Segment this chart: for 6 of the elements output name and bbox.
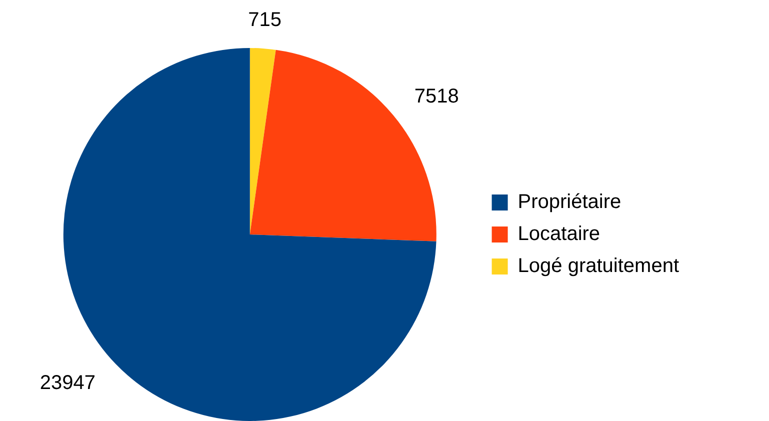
legend-label: Propriétaire: [518, 191, 622, 214]
legend-label: Logé gratuitement: [518, 255, 680, 278]
data-label: 715: [248, 9, 282, 32]
data-label: 23947: [40, 372, 96, 394]
legend-label: Locataire: [518, 223, 600, 246]
data-label: 7518: [414, 85, 459, 108]
